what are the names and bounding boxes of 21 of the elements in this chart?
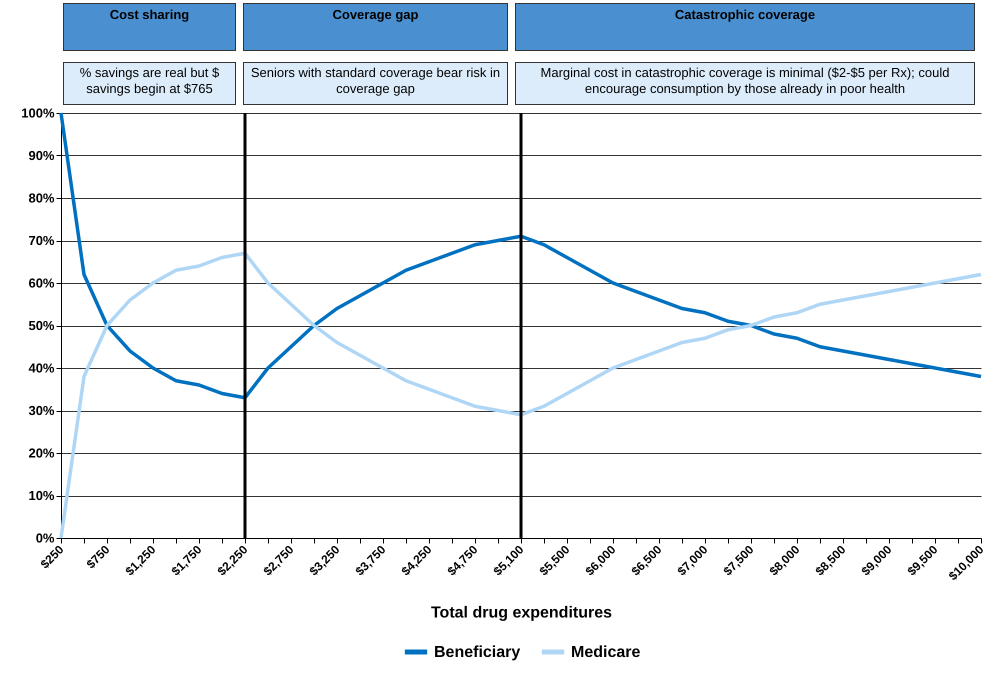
y-tick-label: 50% [28, 318, 55, 333]
y-tick-label: 20% [28, 446, 55, 460]
legend-label: Medicare [571, 644, 640, 661]
y-tick-label: 70% [28, 233, 55, 248]
y-tick-label: 100% [21, 106, 55, 120]
y-tick-label: 90% [28, 148, 55, 163]
text: Catastrophic coverage [515, 3, 975, 51]
y-tick-label: 40% [28, 360, 55, 376]
line-series [59, 111, 983, 400]
text: % savings are real but $ savings begin at $765 [63, 62, 236, 105]
y-tick-label: 30% [28, 403, 55, 418]
y-tick-label: 10% [28, 488, 55, 503]
y-tick-label: 60% [28, 276, 55, 290]
y-tick-label: 0% [36, 530, 55, 546]
text: Coverage gap [243, 3, 508, 51]
text: Marginal cost in catastrophic coverage is minimal ($2-$5 per Rx); could encourage consumption by those already in poor health [515, 62, 975, 105]
legend-label: Beneficiary [434, 644, 520, 661]
x-axis-title: Total drug expenditures [430, 604, 612, 622]
y-tick-label: 80% [28, 190, 55, 206]
text: Cost sharing [63, 3, 236, 51]
text: Seniors with standard coverage bear risk in coverage gap [243, 62, 508, 105]
